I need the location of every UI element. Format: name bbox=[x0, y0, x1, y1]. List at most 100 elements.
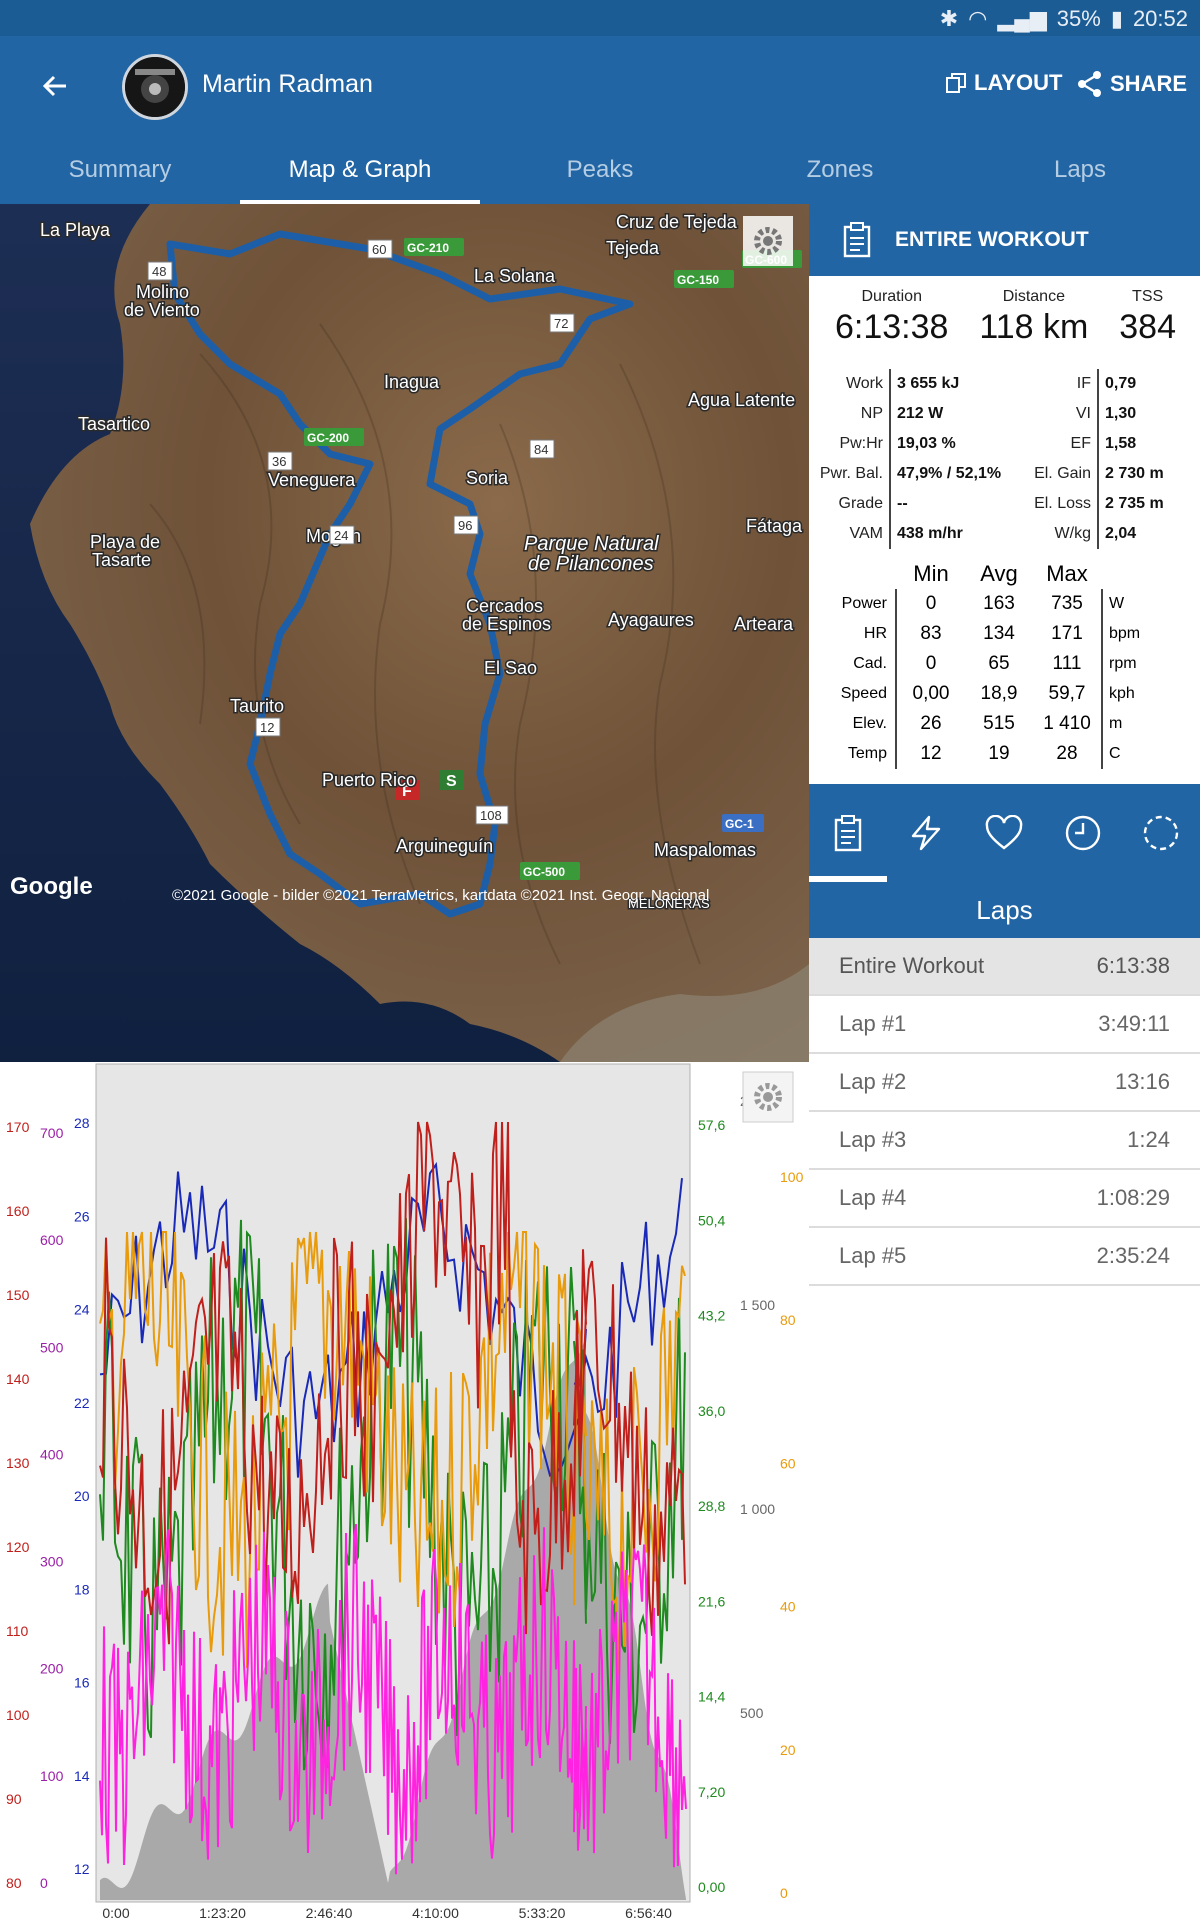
elevation-axis-tick: 1 500 bbox=[740, 1297, 775, 1313]
tab-power[interactable] bbox=[887, 784, 965, 882]
entire-workout-header[interactable]: ENTIRE WORKOUT bbox=[809, 204, 1200, 276]
lap-row[interactable]: Lap #4 1:08:29 bbox=[809, 1170, 1200, 1228]
tss-label: TSS bbox=[1132, 288, 1164, 305]
tab-bar: Summary Map & Graph Peaks Zones Laps bbox=[0, 136, 1200, 204]
tab-peaks[interactable]: Peaks bbox=[566, 156, 634, 183]
metric-label: EF bbox=[1070, 435, 1091, 452]
map-place-label: La Solana bbox=[474, 266, 556, 286]
stat-max: 111 bbox=[1052, 653, 1082, 674]
power-axis-tick: 600 bbox=[40, 1232, 64, 1248]
cadence-axis-tick: 16 bbox=[74, 1675, 90, 1691]
x-axis-tick: 0:00 bbox=[102, 1905, 129, 1920]
tab-laps[interactable]: Laps bbox=[1053, 156, 1107, 183]
cadence-axis-tick: 26 bbox=[74, 1208, 90, 1224]
speed-axis-tick: 36,0 bbox=[698, 1403, 725, 1419]
metric-label: Pw:Hr bbox=[839, 435, 883, 452]
map-place-label: Taurito bbox=[230, 696, 284, 716]
road-label: GC-1 bbox=[722, 814, 764, 832]
metric-label: Work bbox=[845, 375, 883, 392]
map-place-label: Agua Latente bbox=[688, 390, 795, 410]
lap-row[interactable]: Lap #3 1:24 bbox=[809, 1112, 1200, 1170]
cadence-axis-tick: 22 bbox=[74, 1395, 90, 1411]
power-axis-tick: 700 bbox=[40, 1125, 64, 1141]
svg-text:84: 84 bbox=[534, 442, 548, 457]
temperature-axis-tick: 20 bbox=[780, 1742, 796, 1758]
svg-text:72: 72 bbox=[554, 316, 568, 331]
google-logo: Google bbox=[10, 873, 93, 900]
map-place-label: de Espinos bbox=[462, 614, 551, 634]
stat-unit: bpm bbox=[1101, 619, 1161, 649]
tab-map-graph[interactable]: Map & Graph bbox=[240, 136, 480, 204]
stat-min: 12 bbox=[920, 743, 942, 764]
avatar[interactable] bbox=[122, 54, 188, 120]
tab-heart-rate[interactable] bbox=[965, 784, 1043, 882]
stat-min: 83 bbox=[920, 623, 942, 644]
clock-icon bbox=[1065, 815, 1100, 851]
map-settings-button[interactable] bbox=[743, 216, 793, 266]
metric-label: VI bbox=[1075, 405, 1091, 422]
svg-text:48: 48 bbox=[152, 264, 166, 279]
metric-value: 1,30 bbox=[1097, 399, 1167, 429]
hr-axis-tick: 170 bbox=[6, 1119, 30, 1135]
stat-label: Speed bbox=[809, 679, 897, 709]
tab-summary[interactable]: Summary bbox=[68, 156, 172, 183]
layout-button[interactable]: LAYOUT bbox=[944, 70, 1062, 96]
stat-min: 0 bbox=[925, 653, 937, 674]
lap-row[interactable]: Lap #5 2:35:24 bbox=[809, 1228, 1200, 1286]
svg-text:GC-150: GC-150 bbox=[677, 273, 719, 287]
x-axis-tick: 5:33:20 bbox=[519, 1905, 566, 1920]
metric-label: VAM bbox=[849, 525, 883, 542]
road-label: GC-150 bbox=[674, 270, 734, 288]
share-button[interactable]: SHARE bbox=[1076, 70, 1187, 98]
lap-row[interactable]: Lap #1 3:49:11 bbox=[809, 996, 1200, 1054]
power-axis-tick: 500 bbox=[40, 1339, 64, 1355]
lap-name: Lap #1 bbox=[839, 1011, 907, 1036]
tab-time[interactable] bbox=[1044, 784, 1122, 882]
cadence-axis-tick: 28 bbox=[74, 1115, 90, 1131]
lap-time: 2:35:24 bbox=[1096, 1243, 1170, 1268]
map-place-label: Soria bbox=[466, 468, 509, 488]
stat-avg: 65 bbox=[988, 653, 1010, 674]
lap-name: Entire Workout bbox=[839, 953, 985, 978]
status-bar: ✱ ◠ ▂▄▆ 35% ▮ 20:52 bbox=[0, 0, 1200, 36]
lap-row[interactable]: Lap #2 13:16 bbox=[809, 1054, 1200, 1112]
metric-label: El. Loss bbox=[1034, 495, 1091, 512]
map-place-label: Tejeda bbox=[606, 238, 660, 258]
lap-name: Lap #3 bbox=[839, 1127, 907, 1152]
route-map[interactable]: S F La Playa Molino de Viento Cruz de Tejed… bbox=[0, 204, 809, 1062]
workout-panel: ENTIRE WORKOUT Duration 6:13:38 Distance… bbox=[809, 204, 1200, 1920]
cadence-axis-tick: 24 bbox=[74, 1302, 90, 1318]
hr-axis-tick: 160 bbox=[6, 1203, 30, 1219]
road-label: GC-200 bbox=[304, 428, 364, 446]
tab-overview[interactable] bbox=[809, 784, 888, 882]
tab-zones[interactable]: Zones bbox=[806, 156, 874, 183]
road-label: GC-500 bbox=[520, 862, 580, 880]
speed-axis-tick: 21,6 bbox=[698, 1593, 725, 1609]
svg-text:36: 36 bbox=[272, 454, 286, 469]
km-marker: 12 bbox=[255, 717, 281, 737]
map-place-label: Cruz de Tejeda bbox=[616, 212, 738, 232]
entire-workout-title: ENTIRE WORKOUT bbox=[895, 228, 1089, 251]
stat-avg: 163 bbox=[983, 593, 1015, 614]
stats-table: Min Avg Max Power 0 163 735 W HR 83 134 … bbox=[809, 559, 1200, 769]
workout-graph[interactable]: 80 90 100 110 120 130 140 150 160 170 0 100 200 300 40… bbox=[0, 1062, 809, 1921]
cadence-axis-tick: 12 bbox=[74, 1861, 90, 1877]
stat-max: 28 bbox=[1056, 743, 1078, 764]
distance-value: 118 km bbox=[979, 308, 1089, 346]
clipboard-icon bbox=[834, 815, 862, 852]
stat-avg: 19 bbox=[988, 743, 1010, 764]
tab-other[interactable] bbox=[1122, 784, 1200, 882]
stat-unit: kph bbox=[1101, 679, 1161, 709]
map-place-label: Inagua bbox=[384, 372, 440, 392]
map-place-label: MELONERAS bbox=[628, 896, 710, 911]
lap-row[interactable]: Entire Workout 6:13:38 bbox=[809, 938, 1200, 996]
metric-label: IF bbox=[1076, 375, 1091, 392]
temperature-axis-tick: 60 bbox=[780, 1455, 796, 1471]
map-place-label: de Pilancones bbox=[528, 553, 654, 575]
graph-settings-button[interactable] bbox=[742, 1071, 794, 1123]
power-axis-tick: 300 bbox=[40, 1554, 64, 1570]
power-axis-tick: 400 bbox=[40, 1446, 64, 1462]
back-arrow-icon[interactable] bbox=[36, 66, 76, 106]
x-axis-tick: 4:10:00 bbox=[412, 1905, 459, 1920]
distance-label: Distance bbox=[1002, 288, 1065, 305]
